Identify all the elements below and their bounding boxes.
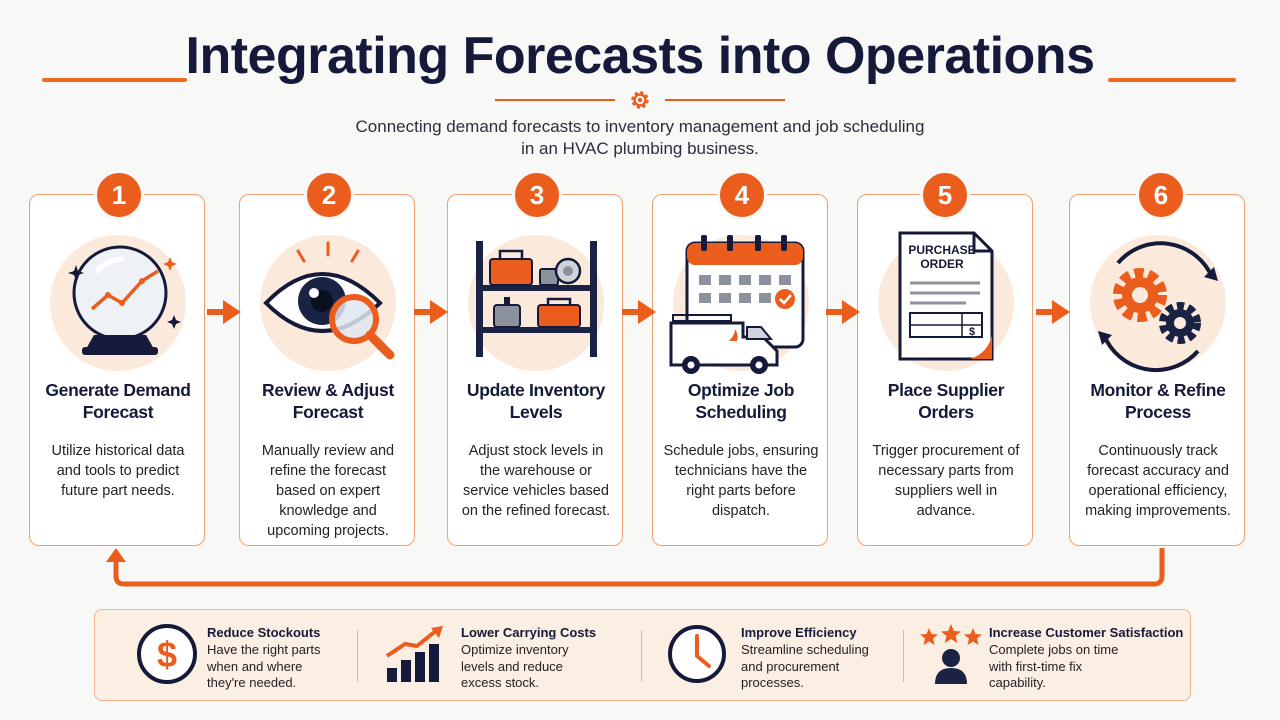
step-card-1: Generate Demand Forecast Utilize histori…: [29, 194, 205, 546]
shelf-icon: [460, 223, 612, 375]
benefit-customer-satisfaction: Increase Customer Satisfaction Complete …: [919, 610, 1183, 702]
benefit-description: Optimize inventory levels and reduce exc…: [461, 642, 569, 690]
step-badge-4: 4: [717, 170, 767, 220]
flow-arrow-icon: [622, 300, 656, 324]
step-card-6: Monitor & Refine Process Continuously tr…: [1069, 194, 1245, 546]
step-badge-1: 1: [94, 170, 144, 220]
step-description: Trigger procurement of necessary parts f…: [872, 443, 1020, 519]
title-line-right: [1108, 78, 1236, 82]
benefit-divider: [903, 630, 904, 682]
benefit-description: Complete jobs on time with first-time fi…: [989, 642, 1119, 690]
page-title: Integrating Forecasts into Operations: [185, 27, 1095, 85]
step-badge-6: 6: [1136, 170, 1186, 220]
calendar-van-icon: [665, 223, 817, 375]
benefit-title: Increase Customer Satisfaction: [989, 625, 1184, 640]
benefit-title: Improve Efficiency: [741, 625, 857, 640]
svg-text:ORDER: ORDER: [920, 257, 964, 271]
benefit-divider: [357, 630, 358, 682]
title-line-left: [42, 78, 187, 82]
dollar-icon: $: [137, 624, 197, 684]
purchase-order-icon: PURCHASE ORDER $: [870, 223, 1022, 375]
benefit-improve-efficiency: Improve Efficiency Streamline scheduling…: [665, 610, 895, 702]
subtitle-line-1: Connecting demand forecasts to inventory…: [355, 117, 925, 136]
bar-chart-up-icon: [385, 626, 443, 682]
header: Integrating Forecasts into Operations: [0, 18, 1280, 88]
step-description: Schedule jobs, ensuring technicians have…: [663, 443, 819, 519]
flow-arrow-icon: [207, 300, 241, 324]
step-description: Manually review and refine the forecast …: [261, 443, 395, 539]
gear-divider: [495, 88, 785, 112]
crystal-ball-chart-icon: [42, 223, 194, 375]
subtitle-line-2: in an HVAC plumbing business.: [521, 139, 759, 158]
benefit-title: Reduce Stockouts: [207, 625, 321, 640]
step-description: Utilize historical data and tools to pre…: [51, 443, 185, 499]
clock-icon: [668, 625, 726, 683]
flow-arrow-icon: [826, 300, 860, 324]
benefit-lower-carrying-costs: Lower Carrying Costs Optimize inventory …: [383, 610, 643, 702]
benefit-title: Lower Carrying Costs: [461, 625, 597, 640]
step-badge-2: 2: [304, 170, 354, 220]
step-title: Generate Demand Forecast: [45, 380, 191, 422]
gear-icon: [631, 91, 649, 109]
gears-cycle-icon: [1082, 223, 1234, 375]
step-title: Optimize Job Scheduling: [687, 380, 795, 422]
feedback-loop-arrow: [106, 548, 1165, 587]
benefits-bar: $ Reduce Stockouts Have the right parts …: [94, 609, 1191, 701]
step-description: Continuously track forecast accuracy and…: [1085, 443, 1231, 519]
benefit-reduce-stockouts: $ Reduce Stockouts Have the right parts …: [135, 610, 375, 702]
step-card-2: Review & Adjust Forecast Manually review…: [239, 194, 415, 546]
benefit-description: Have the right parts when and where they…: [207, 642, 321, 690]
stars-customer-icon: [920, 624, 982, 684]
step-badge-3: 3: [512, 170, 562, 220]
step-description: Adjust stock levels in the warehouse or …: [461, 443, 611, 519]
svg-text:$: $: [157, 634, 177, 675]
step-card-5: PURCHASE ORDER $ Place Supplier Orders T…: [857, 194, 1033, 546]
benefit-description: Streamline scheduling and procurement pr…: [741, 642, 869, 690]
step-title: Update Inventory Levels: [466, 380, 606, 422]
step-title: Place Supplier Orders: [887, 380, 1005, 422]
flow-arrow-icon: [414, 300, 448, 324]
benefit-divider: [641, 630, 642, 682]
svg-text:PURCHASE: PURCHASE: [908, 243, 975, 257]
flow-arrow-icon: [1036, 300, 1070, 324]
step-card-3: Update Inventory Levels Adjust stock lev…: [447, 194, 623, 546]
eye-magnifier-icon: [252, 223, 404, 375]
subtitle: Connecting demand forecasts to inventory…: [290, 116, 990, 160]
step-badge-5: 5: [920, 170, 970, 220]
step-card-4: Optimize Job Scheduling Schedule jobs, e…: [652, 194, 828, 546]
svg-text:$: $: [969, 326, 975, 338]
step-title: Review & Adjust Forecast: [262, 380, 394, 422]
step-title: Monitor & Refine Process: [1090, 380, 1226, 422]
